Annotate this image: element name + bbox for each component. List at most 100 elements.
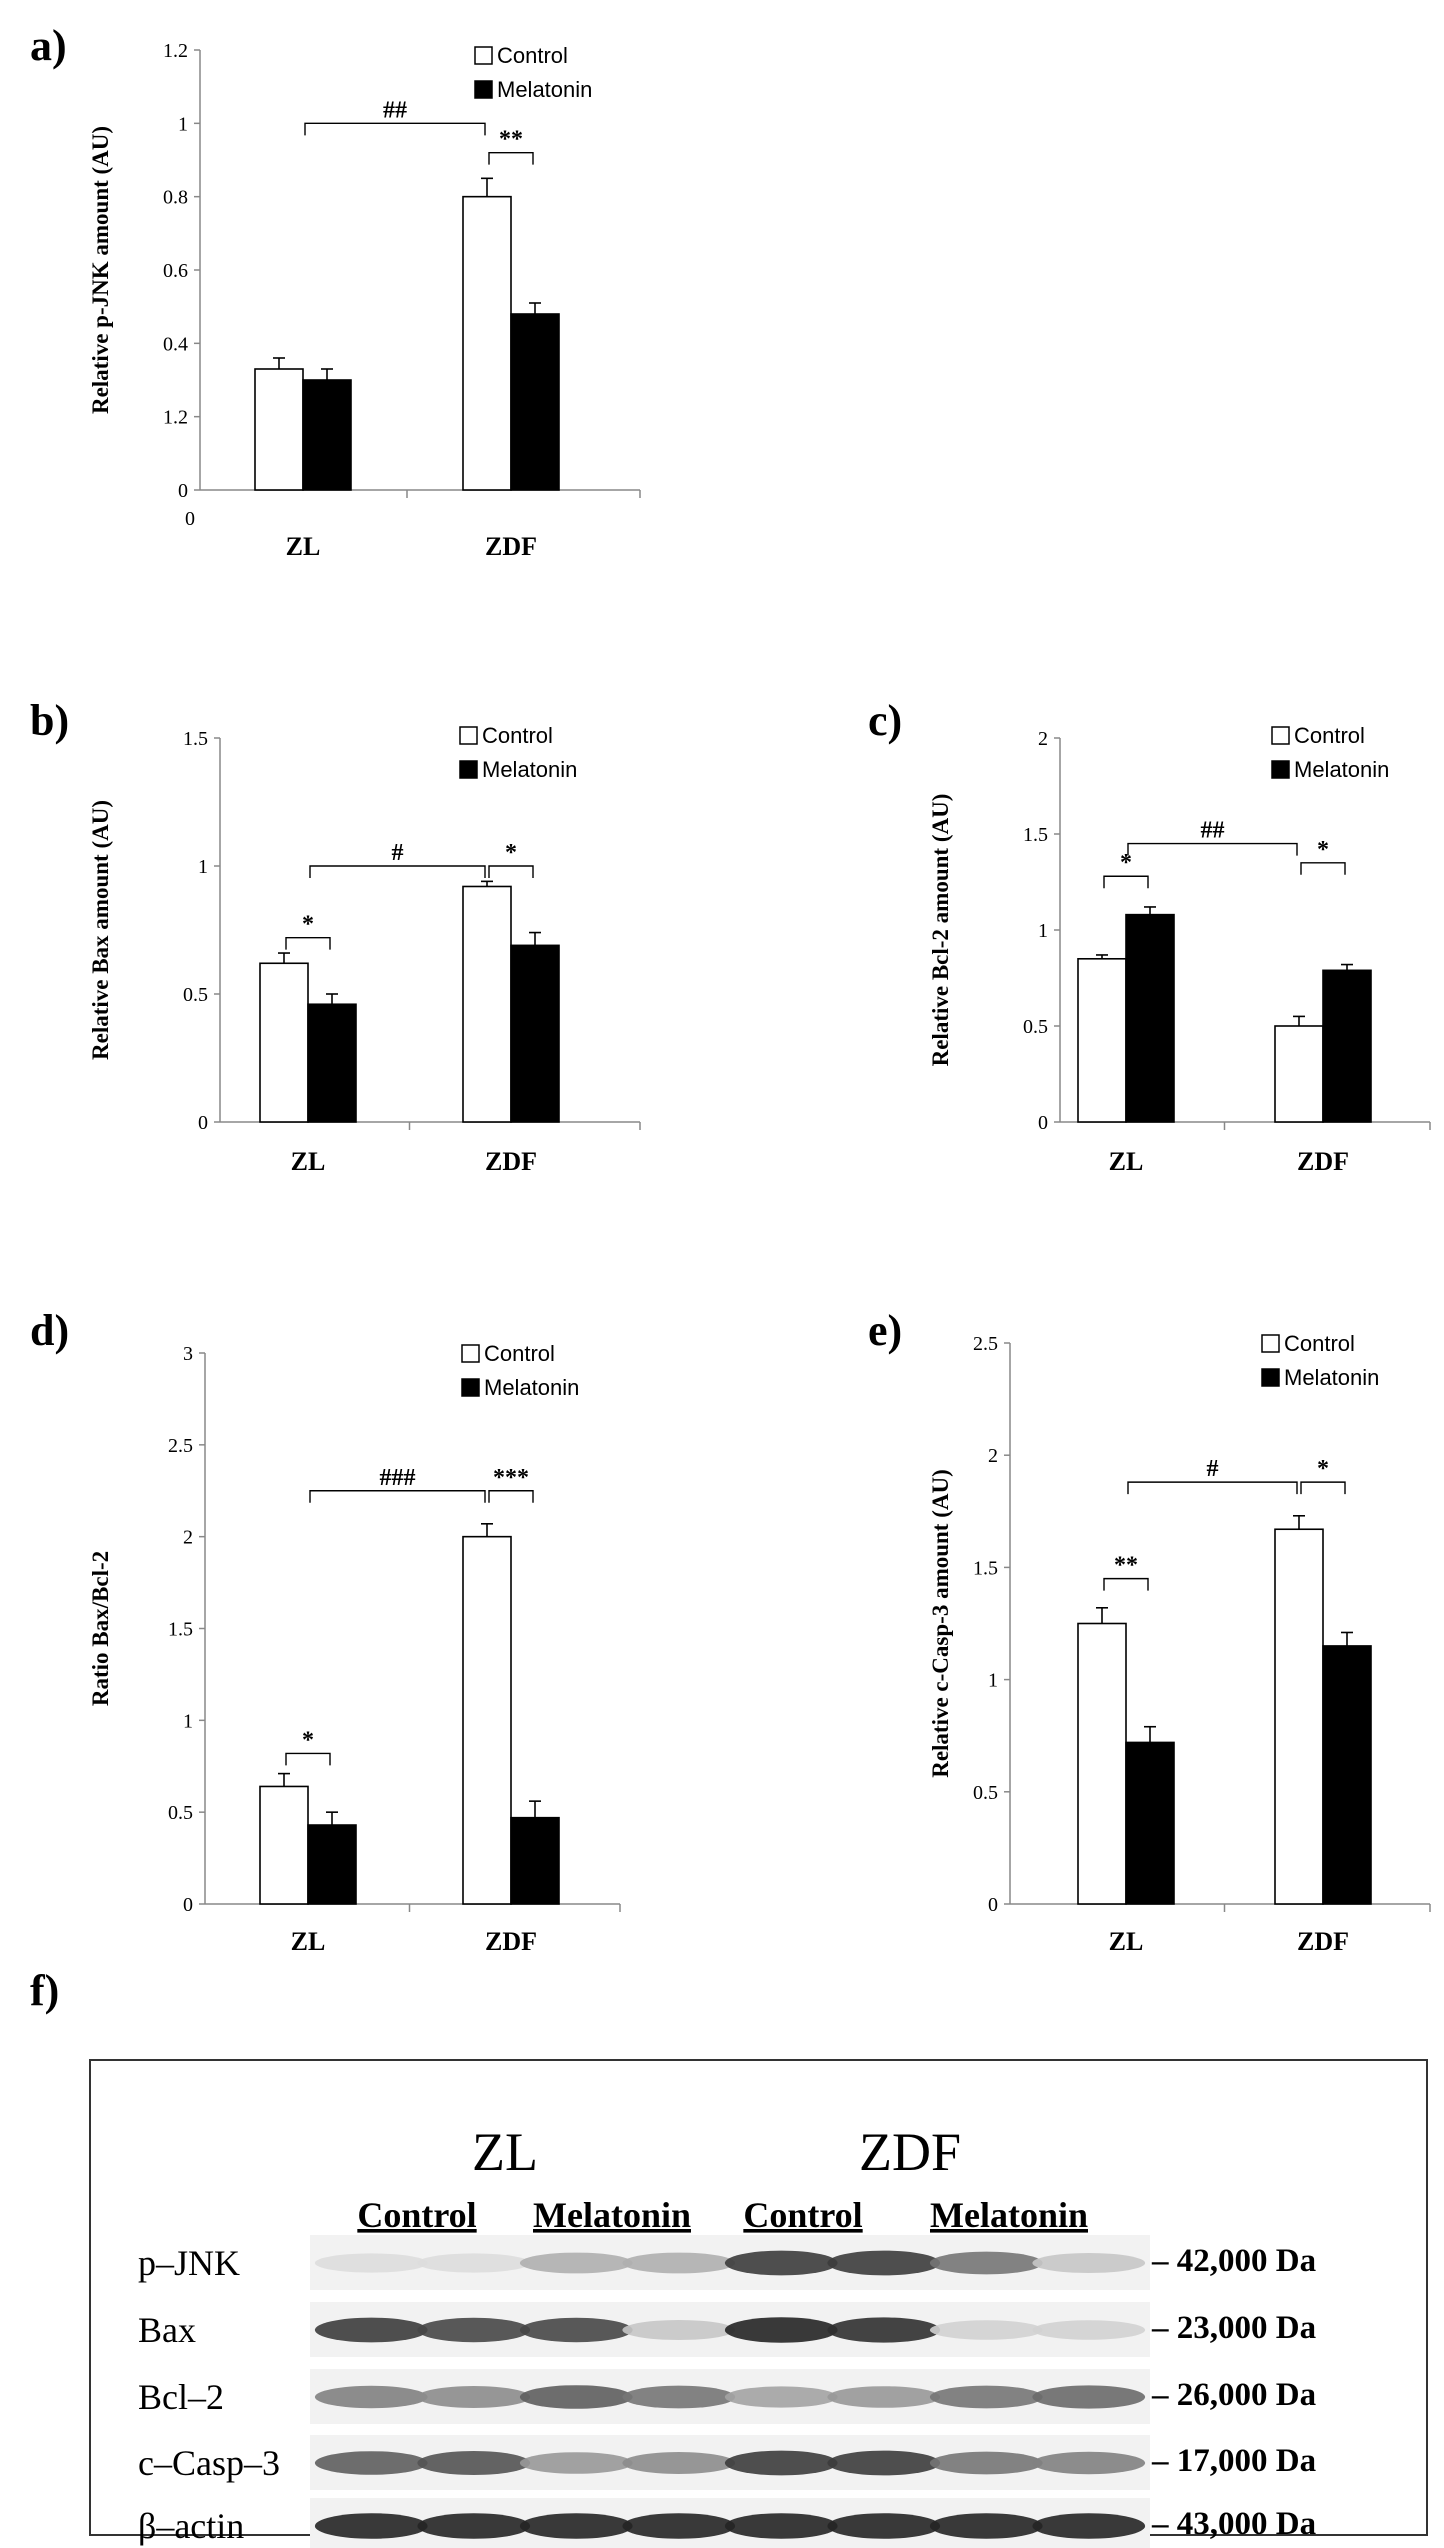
legend-swatch-control — [1261, 1334, 1280, 1353]
y-tick-label: 0 — [988, 1894, 998, 1916]
bar-melatonin-zdf — [510, 313, 560, 491]
chart-e: e) 0 0.5 1 1.5 2 2.5 Relative c-Casp-3 amount (… — [868, 1306, 1431, 1956]
legend-swatch-melatonin — [1261, 1368, 1280, 1387]
x-category-label: ZDF — [485, 1147, 537, 1176]
y-tick-label: 0.5 — [168, 1802, 193, 1824]
blot-protein-label: β–actin — [138, 2506, 244, 2546]
blot-condition-label: Control — [743, 2195, 862, 2235]
significance-label: * — [302, 912, 314, 938]
bar-melatonin-zl — [307, 1003, 357, 1123]
legend-label: Melatonin — [1284, 1365, 1379, 1390]
blot-band — [519, 2317, 633, 2343]
y-tick-label: 2.5 — [973, 1333, 998, 1355]
legend-swatch-control — [1271, 726, 1290, 745]
bar-control-zdf — [462, 1535, 512, 1905]
significance-bracket — [1127, 842, 1298, 856]
blot-band — [622, 2320, 736, 2340]
y-tick-label: 1 — [988, 1670, 998, 1692]
y-tick-label: 0 — [198, 1112, 208, 1134]
y-tick-label: 0.5 — [1023, 1016, 1048, 1038]
blot-band — [519, 2513, 633, 2539]
blot-band — [724, 2386, 838, 2408]
panel-letter: e) — [868, 1306, 902, 1355]
legend-label: Control — [1284, 1331, 1355, 1356]
blot-band — [724, 2450, 838, 2476]
chart-c: c) 0 0.5 1 1.5 2 Relative Bcl-2 amount (AU) ZL Z… — [868, 696, 1431, 1176]
blot-protein-label: p–JNK — [138, 2243, 240, 2283]
significance-label: * — [302, 1727, 314, 1753]
significance-bracket — [1300, 1481, 1346, 1495]
legend-label: Melatonin — [482, 757, 577, 782]
blot-band — [827, 2450, 941, 2476]
significance-bracket — [285, 1752, 331, 1766]
legend-label: Melatonin — [1294, 757, 1389, 782]
significance-label: ### — [380, 1465, 416, 1491]
western-blot-panel: f) ZL ZDF Control Melatonin Control Melatonin p… — [30, 1966, 1428, 2548]
bar-melatonin-zdf — [510, 1816, 560, 1905]
bar-melatonin-zdf — [1322, 969, 1372, 1123]
y-tick-label: 0.4 — [163, 333, 188, 355]
blot-band — [417, 2386, 531, 2408]
blot-condition-label: Melatonin — [533, 2195, 691, 2235]
blot-band — [1032, 2320, 1146, 2340]
blot-band — [827, 2250, 941, 2276]
panel-letter: a) — [30, 21, 67, 70]
y-axis-label: Relative Bcl-2 amount (AU) — [928, 794, 953, 1067]
blot-protein-label: c–Casp–3 — [138, 2443, 280, 2483]
y-tick-label: 0 — [1038, 1112, 1048, 1134]
blot-condition-label: Control — [357, 2195, 476, 2235]
panel-letter: d) — [30, 1306, 69, 1355]
significance-bracket — [488, 151, 534, 165]
blot-band — [622, 2513, 736, 2539]
blot-band — [314, 2253, 428, 2273]
blot-band — [827, 2317, 941, 2343]
y-tick-label: 2 — [183, 1527, 193, 1549]
y-tick-label: 0.5 — [973, 1782, 998, 1804]
significance-bracket — [309, 865, 486, 878]
chart-b: b) 0 0.5 1 1.5 Relative Bax amount (AU) ZL ZDF C… — [30, 696, 641, 1176]
significance-label: ** — [1114, 1553, 1138, 1579]
blot-band — [929, 2251, 1043, 2275]
significance-label: * — [1120, 850, 1132, 876]
bar-melatonin-zl — [1125, 913, 1175, 1123]
blot-band — [314, 2317, 428, 2343]
x-category-label: ZDF — [485, 532, 537, 561]
bar-melatonin-zl — [302, 379, 352, 491]
blot-band — [519, 2252, 633, 2274]
y-tick-label: 1.5 — [168, 1619, 193, 1641]
significance-label: ## — [1201, 818, 1225, 844]
significance-label: ## — [383, 97, 407, 123]
significance-bracket — [1127, 1481, 1298, 1495]
blot-weight-label: – 26,000 Da — [1151, 2377, 1316, 2413]
blot-band — [724, 2513, 838, 2539]
blot-band — [314, 2451, 428, 2475]
blot-band — [622, 2452, 736, 2474]
legend-label: Control — [482, 723, 553, 748]
blot-band — [827, 2386, 941, 2408]
blot-weight-label: – 43,000 Da — [1151, 2506, 1316, 2542]
legend-swatch-melatonin — [461, 1378, 480, 1397]
legend-swatch-melatonin — [474, 80, 493, 99]
x-category-label: ZL — [1109, 1927, 1144, 1956]
x-category-label: ZDF — [1297, 1927, 1349, 1956]
legend-label: Control — [497, 43, 568, 68]
x-category-label: ZL — [1109, 1147, 1144, 1176]
blot-band — [417, 2513, 531, 2539]
significance-label: ** — [499, 127, 523, 153]
significance-label: # — [1207, 1456, 1219, 1482]
significance-label: * — [1317, 1456, 1329, 1482]
y-tick-label: 2.5 — [168, 1435, 193, 1457]
blot-group-label: ZL — [472, 2122, 538, 2182]
y-tick-label: 0.6 — [163, 260, 188, 282]
y-tick-label: 0.5 — [183, 984, 208, 1006]
significance-label: # — [392, 840, 404, 866]
y-tick-label: 0 — [183, 1894, 193, 1916]
significance-bracket — [488, 865, 534, 878]
bar-control-zl — [1077, 957, 1127, 1123]
chart-d: d) 0 0.5 1 1.5 2 2.5 3 Ratio Bax/Bcl-2 ZL ZDF Contr… — [30, 1306, 621, 1956]
bar-control-zdf — [462, 195, 512, 491]
y-tick-label: 1 — [178, 113, 188, 135]
blot-band — [1032, 2513, 1146, 2539]
blot-band — [622, 2252, 736, 2274]
x-category-label: ZL — [286, 532, 321, 561]
